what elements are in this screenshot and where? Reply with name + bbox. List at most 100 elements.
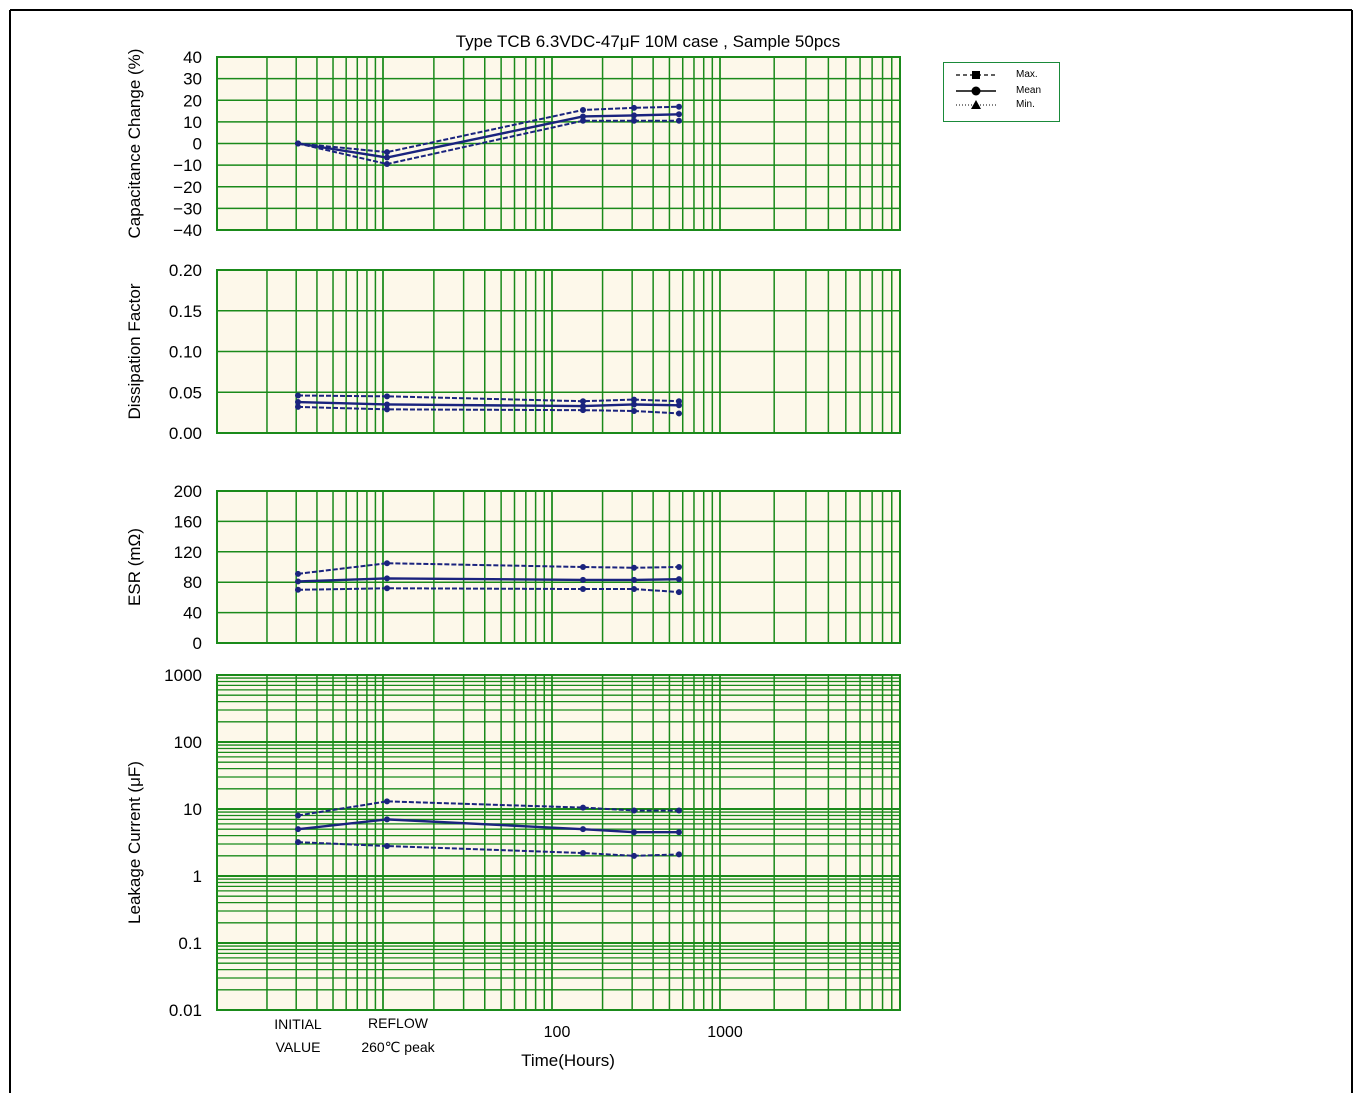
legend-max-label: Max.: [1016, 69, 1038, 80]
data-point: [631, 117, 637, 124]
y-tick-label: −30: [173, 199, 202, 218]
data-point: [295, 399, 301, 406]
data-point: [676, 851, 682, 858]
data-point: [295, 140, 301, 147]
legend-item-min: Min.: [948, 99, 1058, 111]
data-point: [580, 113, 586, 120]
data-point: [631, 576, 637, 583]
data-point: [295, 403, 301, 410]
data-point: [631, 104, 637, 111]
data-point: [631, 112, 637, 119]
y-tick-label: 100: [174, 733, 202, 752]
data-point: [580, 576, 586, 583]
legend-item-mean: Mean: [948, 85, 1058, 97]
y-axis-label: Leakage Current (μF): [125, 761, 144, 924]
series-line-min: [297, 119, 679, 166]
series-line-min: [297, 587, 680, 594]
y-tick-label: 0.01: [169, 1001, 202, 1020]
data-point: [676, 829, 682, 836]
data-point: [295, 570, 301, 577]
y-tick-label: 80: [183, 573, 202, 592]
data-point: [384, 393, 390, 400]
data-point: [631, 564, 637, 571]
y-tick-label: 20: [183, 91, 202, 110]
data-point: [295, 578, 301, 585]
y-tick-label: 0.15: [169, 302, 202, 321]
data-point: [384, 816, 390, 823]
data-point: [580, 586, 586, 593]
legend-max-line-icon: [956, 71, 996, 79]
data-point: [384, 560, 390, 567]
x-tick-initial-1: INITIAL: [274, 1016, 322, 1032]
y-tick-label: 0.20: [169, 261, 202, 280]
legend-mean-line-icon: [956, 86, 996, 96]
data-point: [295, 826, 301, 833]
data-point: [631, 829, 637, 836]
y-tick-label: 40: [183, 604, 202, 623]
data-point: [676, 410, 682, 417]
y-tick-label: −10: [173, 156, 202, 175]
data-point: [631, 852, 637, 859]
series-line-max: [297, 394, 680, 403]
series-line-max: [297, 562, 680, 575]
x-tick-reflow-2: 260℃ peak: [361, 1039, 435, 1055]
y-axis-label: Capacitance Change (%): [125, 49, 144, 239]
data-point: [676, 111, 682, 118]
data-point: [631, 407, 637, 414]
legend-min-line-icon: [956, 100, 996, 109]
data-point: [580, 564, 586, 570]
data-point: [631, 807, 637, 814]
data-point: [580, 398, 586, 405]
data-point: [676, 103, 682, 110]
legend: Max. Mean Min.: [943, 62, 1060, 122]
y-tick-label: −20: [173, 178, 202, 197]
y-tick-label: 0.10: [169, 343, 202, 362]
y-tick-label: 1: [193, 867, 202, 886]
plot-bg: [217, 675, 900, 1010]
plot-border: [216, 269, 901, 434]
plot-border: [216, 490, 901, 644]
x-tick-1000: 1000: [707, 1024, 743, 1041]
data-point: [580, 826, 586, 833]
chart-title: Type TCB 6.3VDC-47μF 10M case , Sample 5…: [456, 32, 841, 51]
data-point: [580, 804, 586, 811]
y-tick-label: 160: [174, 512, 202, 531]
data-point: [384, 161, 390, 168]
data-point: [631, 586, 637, 593]
y-tick-label: 0: [193, 634, 202, 653]
data-point: [384, 154, 390, 161]
data-point: [676, 564, 682, 570]
plot-border: [216, 56, 901, 231]
y-tick-label: 0: [193, 135, 202, 154]
data-point: [676, 807, 682, 814]
data-point: [295, 812, 301, 819]
data-point: [676, 576, 682, 583]
x-axis-label: Time(Hours): [521, 1051, 615, 1070]
data-point: [676, 117, 682, 124]
data-point: [580, 117, 586, 124]
data-point: [384, 149, 390, 156]
data-point: [295, 586, 301, 593]
legend-min-label: Min.: [1016, 99, 1035, 110]
x-tick-initial-2: VALUE: [276, 1039, 321, 1055]
y-tick-label: 1000: [164, 666, 202, 685]
y-axis-label: ESR (mΩ): [125, 528, 144, 606]
data-point: [384, 406, 390, 413]
y-tick-label: 200: [174, 482, 202, 501]
y-tick-label: 10: [183, 800, 202, 819]
y-tick-label: 30: [183, 70, 202, 89]
x-tick-100: 100: [544, 1024, 571, 1041]
panel-2: 200 160 120 80 40 0 ESR (mΩ): [125, 482, 901, 653]
data-point: [580, 850, 586, 857]
panel-1: 0.20 0.15 0.10 0.05 0.00 Dissipation Factor: [125, 261, 901, 443]
series-line-min: [297, 841, 680, 857]
data-point: [384, 585, 390, 592]
y-tick-label: −40: [173, 221, 202, 240]
legend-item-max: Max.: [948, 69, 1058, 81]
data-point: [676, 402, 682, 409]
y-tick-label: 0.00: [169, 424, 202, 443]
panel-0: 40 30 20 10 0 −10 −20 −30 −40 Capacitance Change …: [125, 48, 901, 240]
